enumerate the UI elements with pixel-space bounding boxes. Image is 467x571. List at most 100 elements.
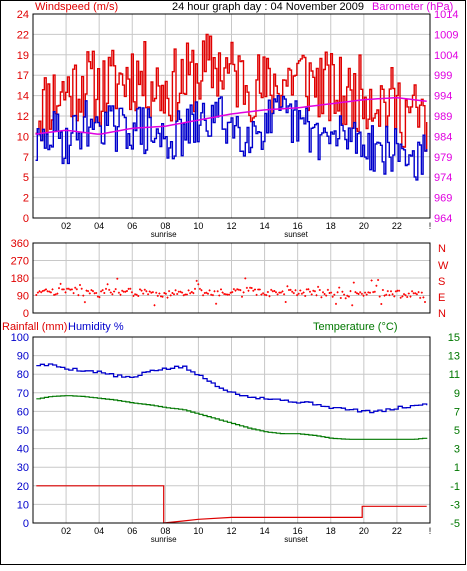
- temperature-tick-label: 7: [454, 406, 460, 418]
- windspeed-tick-label: 7: [23, 152, 29, 164]
- barometer-tick-label: 969: [434, 193, 452, 205]
- windspeed-tick-label: 24: [17, 9, 29, 21]
- windspeed-tick-label: 2: [23, 193, 29, 205]
- x-tick-label: 20: [359, 526, 369, 536]
- compass-label: W: [438, 260, 449, 272]
- barometer-tick-label: 999: [434, 70, 452, 82]
- temperature-axis-label: Temperature (°C): [313, 321, 397, 333]
- barometer-tick-label: 964: [434, 213, 452, 225]
- barometer-tick-label: 994: [434, 91, 452, 103]
- windspeed-tick-label: 10: [17, 131, 29, 143]
- x-tick-label: 18: [326, 526, 336, 536]
- windspeed-tick-label: 14: [17, 91, 29, 103]
- temperature-tick-label: 11: [449, 369, 460, 381]
- x-tick-label: 06: [127, 221, 137, 231]
- rainfall-series: [36, 485, 427, 524]
- direction-tick-label: 180: [11, 273, 29, 285]
- x-tick-label: 06: [127, 526, 137, 536]
- temperature-tick-label: 3: [454, 444, 460, 456]
- x-tick-label: 20: [359, 221, 369, 231]
- humidity-tick-label: 40: [17, 444, 29, 456]
- humidity-tick-label: 60: [17, 406, 29, 418]
- x-tick-label: 04: [94, 526, 104, 536]
- plot-border: [32, 336, 431, 524]
- barometer-tick-label: 974: [434, 172, 452, 184]
- x-tick-label: 18: [326, 221, 336, 231]
- humidity-tick-label: 50: [17, 425, 29, 437]
- barometer-tick-label: 1009: [434, 29, 458, 41]
- humidity-tick-label: 0: [23, 518, 29, 530]
- temperature-tick-label: -5: [450, 518, 460, 530]
- wind-barometer-panel: 0257101214171922249649699749799849899949…: [17, 9, 459, 239]
- x-tick-label: 16: [293, 526, 303, 536]
- wind-direction-series: [35, 277, 426, 307]
- wind-gust-series: [35, 33, 428, 152]
- humidity-axis-label: Humidity %: [68, 321, 124, 333]
- windspeed-tick-label: 12: [17, 111, 29, 123]
- chart-title: 24 hour graph day : 04 November 2009: [172, 1, 364, 13]
- windspeed-axis-label: Windspeed (m/s): [35, 1, 118, 13]
- x-tick-label: 22: [392, 221, 402, 231]
- barometer-series: [35, 96, 427, 135]
- rain-humidity-temperature-panel: 0102030405060708090100-5-3-1135791113150…: [11, 332, 460, 544]
- humidity-tick-label: 80: [17, 369, 29, 381]
- temperature-tick-label: 15: [448, 332, 460, 344]
- temperature-tick-label: 5: [454, 425, 460, 437]
- sunrise-label: sunrise: [151, 535, 177, 544]
- x-tick-label: 10: [193, 526, 203, 536]
- humidity-tick-label: 10: [17, 499, 29, 511]
- barometer-tick-label: 979: [434, 152, 452, 164]
- direction-tick-label: 270: [11, 256, 29, 268]
- compass-label: N: [438, 243, 446, 255]
- windspeed-tick-label: 5: [23, 172, 29, 184]
- x-tick-label: 16: [293, 221, 303, 231]
- temperature-tick-label: -1: [450, 481, 460, 493]
- x-tick-label: 22: [392, 526, 402, 536]
- sunset-label: sunset: [284, 230, 308, 239]
- x-tick-label: 04: [94, 221, 104, 231]
- temperature-tick-label: 1: [454, 462, 460, 474]
- x-tick-label: 12: [226, 526, 236, 536]
- direction-tick-label: 0: [23, 308, 29, 320]
- x-tick-label: !: [429, 526, 432, 536]
- x-tick-label: 08: [160, 221, 170, 231]
- direction-tick-label: 90: [17, 291, 29, 303]
- barometer-tick-label: 984: [434, 131, 452, 143]
- plot-border: [32, 242, 431, 314]
- x-tick-label: 14: [260, 221, 270, 231]
- temperature-tick-label: -3: [450, 499, 460, 511]
- humidity-tick-label: 30: [17, 462, 29, 474]
- temperature-series: [36, 395, 428, 440]
- sunrise-label: sunrise: [151, 230, 177, 239]
- x-tick-label: 02: [61, 221, 71, 231]
- x-tick-label: 12: [226, 221, 236, 231]
- x-tick-label: 08: [160, 526, 170, 536]
- plot-border: [32, 13, 431, 219]
- compass-label: S: [438, 276, 445, 288]
- barometer-axis-label: Barometer (hPa): [372, 1, 453, 13]
- barometer-tick-label: 1004: [434, 50, 458, 62]
- sunset-label: sunset: [284, 535, 308, 544]
- temperature-tick-label: 13: [448, 351, 460, 363]
- windspeed-tick-label: 22: [17, 29, 29, 41]
- humidity-series: [36, 363, 428, 414]
- windspeed-tick-label: 17: [17, 70, 29, 82]
- x-tick-label: 14: [260, 526, 270, 536]
- barometer-tick-label: 989: [434, 111, 452, 123]
- windspeed-tick-label: 0: [23, 213, 29, 225]
- direction-tick-label: 360: [11, 238, 29, 250]
- humidity-tick-label: 90: [17, 351, 29, 363]
- humidity-tick-label: 100: [11, 332, 29, 344]
- humidity-tick-label: 70: [17, 388, 29, 400]
- x-tick-label: !: [429, 221, 432, 231]
- x-tick-label: 02: [61, 526, 71, 536]
- temperature-tick-label: 9: [454, 388, 460, 400]
- rainfall-axis-label: Rainfall (mm): [2, 321, 67, 333]
- barometer-tick-label: 1014: [434, 9, 458, 21]
- compass-label: N: [438, 308, 446, 320]
- windspeed-tick-label: 19: [17, 50, 29, 62]
- compass-label: E: [438, 292, 445, 304]
- x-tick-label: 10: [193, 221, 203, 231]
